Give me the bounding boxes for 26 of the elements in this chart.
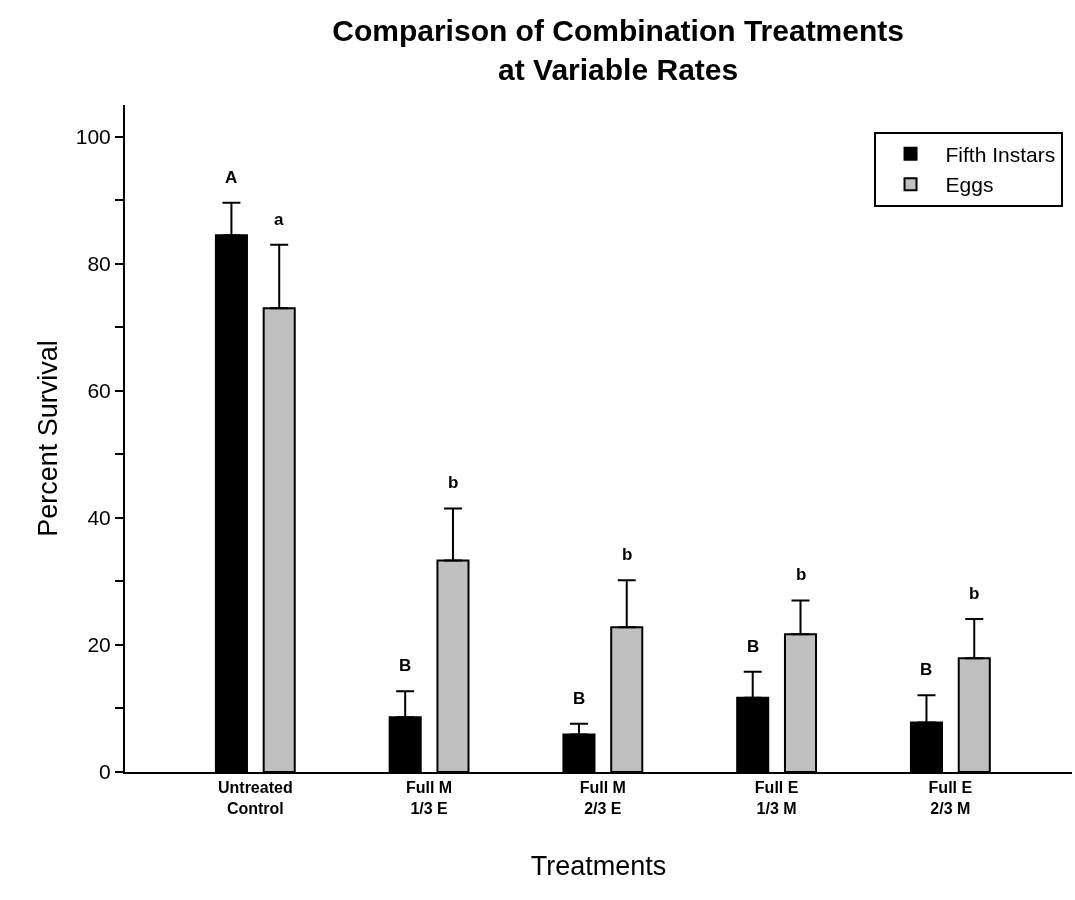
y-tick-label: 0 xyxy=(99,760,111,784)
x-tick-label: Full E 2/3 M xyxy=(928,779,973,817)
y-tick-label: 40 xyxy=(87,506,111,530)
x-tick-label: Full M 1/3 E xyxy=(405,779,453,817)
legend-label: Fifth Instars xyxy=(945,143,1056,167)
legend-label: Eggs xyxy=(945,173,994,197)
x-tick-label: Full M 2/3 E xyxy=(579,779,626,817)
y-tick-label: 60 xyxy=(87,379,111,403)
annotation: b xyxy=(796,565,807,584)
y-tick-label: 20 xyxy=(87,633,111,657)
annotation: B xyxy=(399,656,412,675)
annotation: B xyxy=(920,660,933,679)
annotation: b xyxy=(448,473,459,492)
annotation: B xyxy=(573,689,586,708)
y-tick-label: 100 xyxy=(75,125,111,149)
y-axis-title: Percent Survival xyxy=(33,340,64,537)
x-axis-title: Treatments xyxy=(530,850,667,881)
chart-title: Comparison of Combination Treatments at Variable Rates xyxy=(332,13,904,86)
annotation: A xyxy=(225,168,238,187)
x-tick-label: Untreated Control xyxy=(217,779,293,817)
annotation: b xyxy=(969,584,980,603)
annotation: b xyxy=(622,545,633,564)
annotation: a xyxy=(274,210,284,229)
annotation: B xyxy=(747,637,760,656)
x-tick-label: Full E 1/3 M xyxy=(754,779,799,817)
y-tick-label: 80 xyxy=(87,252,111,276)
